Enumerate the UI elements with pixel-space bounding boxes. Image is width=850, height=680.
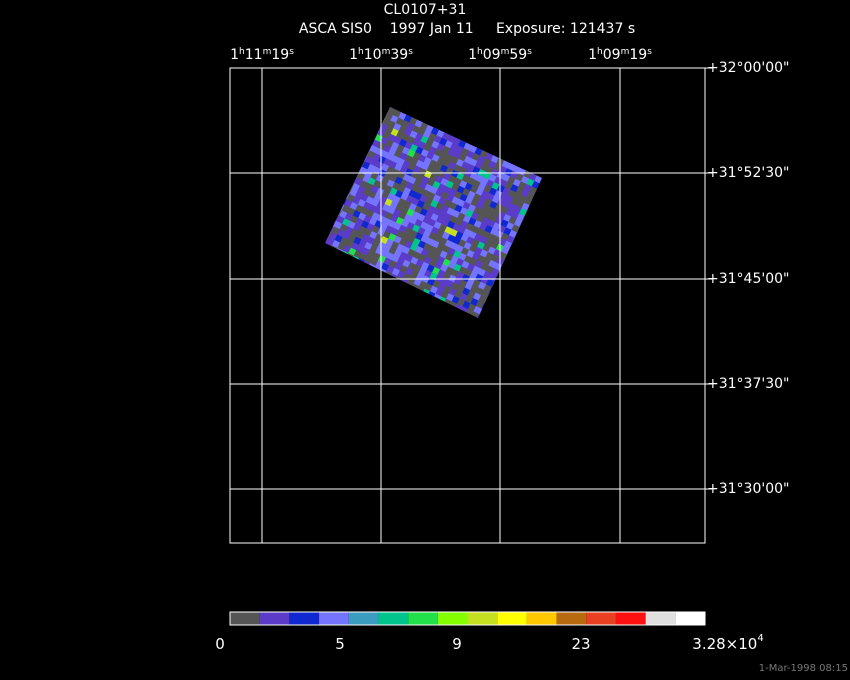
colorbar-label: 23 xyxy=(571,635,590,653)
ra-label-part: h xyxy=(597,47,603,57)
ra-label-part: 1 xyxy=(230,47,239,63)
colorbar-swatch xyxy=(289,612,320,625)
ra-label-part: 39 xyxy=(390,47,408,63)
dec-label: +31°30'00" xyxy=(707,481,789,497)
dec-label: +32°00'00" xyxy=(707,60,789,76)
colorbar-swatch xyxy=(586,612,616,625)
subtitle: ASCA SIS0 1997 Jan 11 Exposure: 121437 s xyxy=(299,21,635,37)
ra-label-part: h xyxy=(358,47,364,57)
title: CL0107+31 xyxy=(384,2,467,18)
ra-label-part: 11 xyxy=(245,47,263,63)
dec-label: +31°52'30" xyxy=(707,165,789,181)
ra-label: 1h10m39s xyxy=(349,47,413,64)
colorbar-label-part: 0 xyxy=(215,635,225,653)
colorbar-label-part: 3.28×10 xyxy=(692,635,757,653)
colorbar-swatch xyxy=(497,612,527,625)
ra-label: 1h11m19s xyxy=(230,47,294,64)
colorbar-label-part: 4 xyxy=(757,633,763,644)
ra-label-part: 19 xyxy=(271,47,289,63)
colorbar-swatch xyxy=(556,612,587,625)
ra-label-part: h xyxy=(239,47,245,57)
colorbar: 0 5 9 23 3.28×104 xyxy=(215,611,764,653)
ra-label-part: 10 xyxy=(364,47,382,63)
colorbar-swatch xyxy=(526,612,557,625)
dec-label: +31°37'30" xyxy=(707,376,789,392)
colorbar-swatch xyxy=(348,612,379,625)
ra-label-part: m xyxy=(263,47,272,57)
colorbar-label: 9 xyxy=(452,635,462,653)
ra-label-part: 09 xyxy=(603,47,621,63)
colorbar-swatch xyxy=(378,612,409,625)
colorbar-label: 3.28×104 xyxy=(692,633,763,653)
colorbar-swatch xyxy=(615,612,646,625)
ra-label-part: 19 xyxy=(629,47,647,63)
colorbar-label-part: 23 xyxy=(571,635,590,653)
colorbar-swatch xyxy=(645,612,676,625)
ra-label-part: 1 xyxy=(588,47,597,63)
ra-label-part: s xyxy=(647,47,652,57)
colorbar-label: 0 xyxy=(215,635,225,653)
ra-label-part: s xyxy=(289,47,294,57)
colorbar-swatch xyxy=(408,612,438,625)
colorbar-swatch xyxy=(259,612,290,625)
colorbar-frame xyxy=(229,611,706,626)
ra-label-part: 1 xyxy=(468,47,477,63)
colorbar-label-part: 9 xyxy=(452,635,462,653)
colorbar-swatch xyxy=(675,612,705,625)
ra-label-part: s xyxy=(527,47,532,57)
ra-label-part: 09 xyxy=(483,47,501,63)
ra-label-part: s xyxy=(408,47,413,57)
colorbar-label-part: 5 xyxy=(335,635,345,653)
frame xyxy=(229,67,706,544)
colorbar-swatch xyxy=(467,612,498,625)
colorbar-swatch xyxy=(319,612,349,625)
ra-label-part: m xyxy=(382,47,391,57)
ra-label: 1h09m19s xyxy=(588,47,652,64)
footer: 1-Mar-1998 08:15 xyxy=(759,663,848,674)
dec-label: +31°45'00" xyxy=(707,271,789,287)
ra-label-part: m xyxy=(501,47,510,57)
ra-label-part: h xyxy=(477,47,483,57)
colorbar-swatch xyxy=(437,612,468,625)
ra-label: 1h09m59s xyxy=(468,47,532,64)
coordinate-grid: 1h11m19s 1h10m39s 1h09m59s 1h09m19s+32°00'0… xyxy=(230,47,789,543)
ra-label-part: m xyxy=(621,47,630,57)
colorbar-swatch xyxy=(230,612,260,625)
ra-label-part: 1 xyxy=(349,47,358,63)
ra-label-part: 59 xyxy=(509,47,527,63)
colorbar-label: 5 xyxy=(335,635,345,653)
